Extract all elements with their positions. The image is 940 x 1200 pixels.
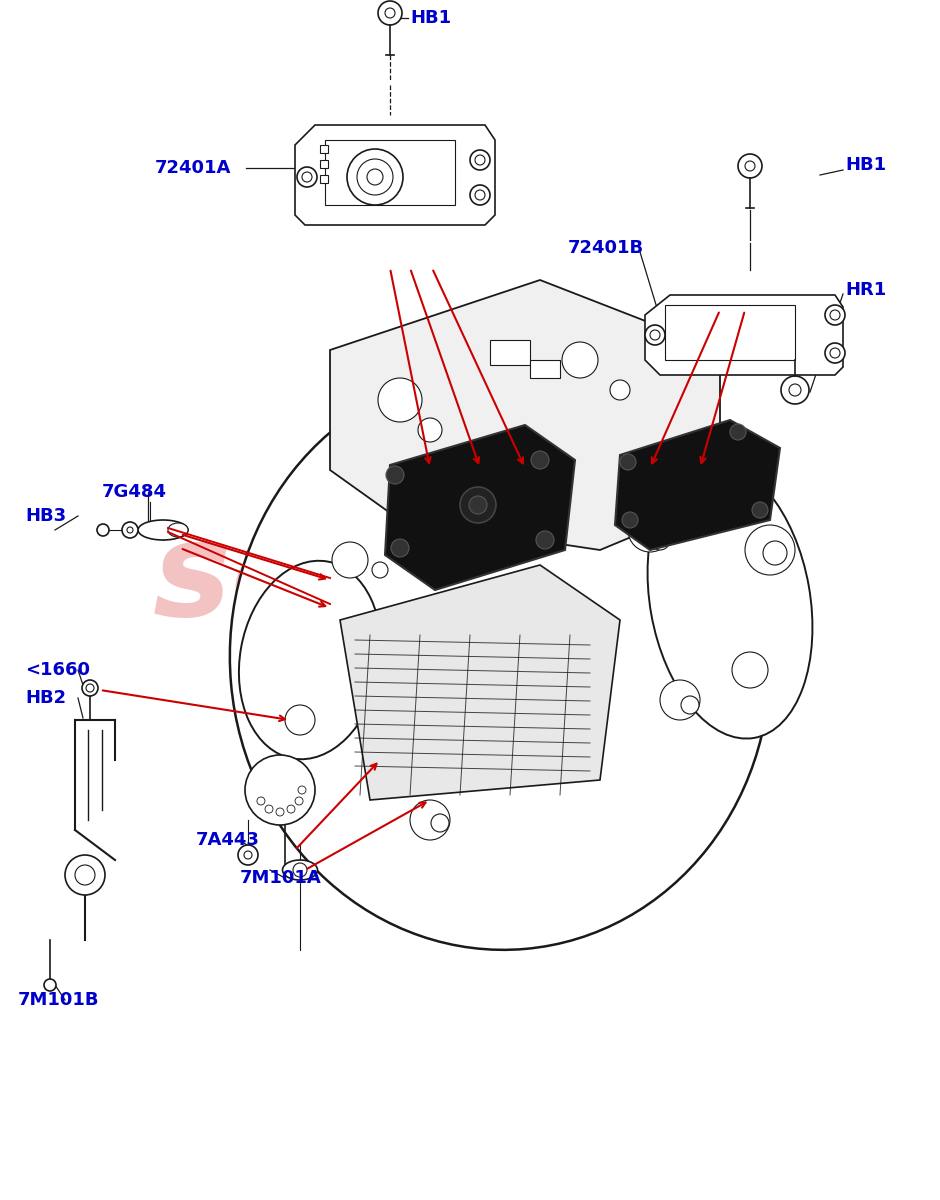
Circle shape [245, 755, 315, 826]
Circle shape [276, 808, 284, 816]
Circle shape [650, 330, 660, 340]
Polygon shape [645, 295, 843, 374]
Circle shape [752, 502, 768, 518]
Circle shape [745, 161, 755, 170]
Bar [320, 160, 328, 168]
Circle shape [386, 466, 404, 484]
Circle shape [65, 854, 105, 895]
Circle shape [562, 342, 598, 378]
Circle shape [825, 305, 845, 325]
Text: scuderia: scuderia [153, 516, 787, 643]
Circle shape [257, 797, 265, 805]
Circle shape [745, 526, 795, 575]
Text: HB2: HB2 [25, 689, 66, 707]
Circle shape [367, 169, 383, 185]
Text: HB3: HB3 [25, 506, 66, 526]
Circle shape [825, 343, 845, 362]
Circle shape [97, 524, 109, 536]
Circle shape [302, 172, 312, 182]
Circle shape [650, 530, 670, 550]
Circle shape [347, 149, 403, 205]
Circle shape [475, 155, 485, 164]
Bar [530, 360, 560, 378]
Circle shape [244, 851, 252, 859]
Polygon shape [330, 280, 720, 550]
Circle shape [475, 190, 485, 200]
Circle shape [357, 158, 393, 194]
Circle shape [830, 348, 840, 358]
Text: <1660: <1660 [25, 661, 90, 679]
Circle shape [293, 863, 307, 877]
Text: HB1: HB1 [845, 156, 886, 174]
Circle shape [285, 704, 315, 734]
Text: 72401A: 72401A [155, 158, 231, 176]
Circle shape [378, 1, 402, 25]
Polygon shape [385, 425, 575, 590]
Circle shape [738, 154, 762, 178]
Circle shape [531, 451, 549, 469]
Circle shape [127, 527, 133, 533]
Ellipse shape [138, 520, 188, 540]
Circle shape [645, 325, 665, 346]
Circle shape [732, 652, 768, 688]
Circle shape [622, 512, 638, 528]
Text: 7G484: 7G484 [102, 482, 167, 502]
Circle shape [372, 562, 388, 578]
Text: HR1: HR1 [845, 281, 886, 299]
Circle shape [628, 508, 672, 552]
Circle shape [391, 539, 409, 557]
Text: 7M101B: 7M101B [18, 991, 100, 1009]
Circle shape [730, 424, 746, 440]
Text: 72401B: 72401B [568, 239, 644, 257]
Circle shape [781, 376, 809, 404]
Text: 7A443: 7A443 [196, 830, 259, 850]
Circle shape [830, 310, 840, 320]
Circle shape [469, 496, 487, 514]
Ellipse shape [168, 523, 188, 538]
Circle shape [660, 680, 700, 720]
Circle shape [44, 979, 56, 991]
Circle shape [86, 684, 94, 692]
Ellipse shape [283, 860, 318, 880]
Ellipse shape [239, 560, 381, 760]
Bar [665, 305, 795, 360]
Bar [320, 175, 328, 182]
Text: 7M101A: 7M101A [240, 869, 321, 887]
Polygon shape [295, 125, 495, 226]
Circle shape [287, 805, 295, 814]
Ellipse shape [648, 462, 812, 738]
Circle shape [418, 418, 442, 442]
Circle shape [122, 522, 138, 538]
Circle shape [763, 541, 787, 565]
Bar [440, 490, 465, 505]
Circle shape [82, 680, 98, 696]
Circle shape [378, 378, 422, 422]
Circle shape [295, 797, 303, 805]
Circle shape [681, 696, 699, 714]
Circle shape [385, 8, 395, 18]
Circle shape [789, 384, 801, 396]
Polygon shape [340, 565, 620, 800]
Circle shape [470, 150, 490, 170]
Polygon shape [615, 420, 780, 550]
Circle shape [332, 542, 368, 578]
Bar [320, 145, 328, 152]
Ellipse shape [230, 370, 770, 950]
Circle shape [470, 185, 490, 205]
Circle shape [460, 487, 496, 523]
Circle shape [431, 814, 449, 832]
Circle shape [536, 530, 554, 550]
Text: HB1: HB1 [410, 8, 451, 26]
Circle shape [620, 454, 636, 470]
Circle shape [610, 380, 630, 400]
Text: car parts: car parts [321, 667, 619, 733]
Circle shape [265, 805, 273, 814]
Circle shape [297, 167, 317, 187]
Circle shape [75, 865, 95, 886]
Bar [490, 340, 530, 365]
Bar [325, 140, 455, 205]
Circle shape [298, 786, 306, 794]
Circle shape [238, 845, 258, 865]
Circle shape [410, 800, 450, 840]
